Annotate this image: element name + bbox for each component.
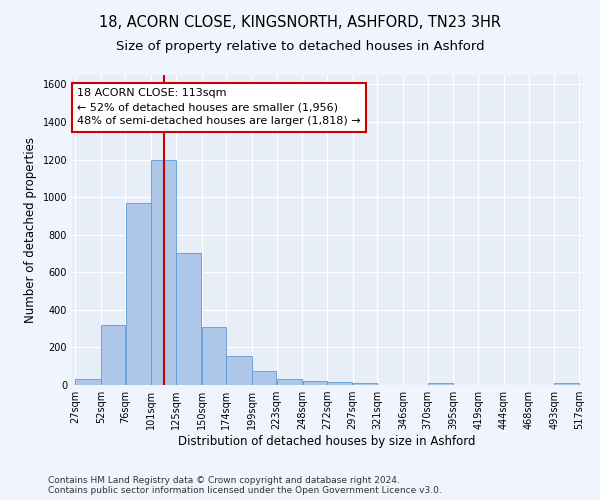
Bar <box>302 381 327 385</box>
Bar <box>176 254 201 385</box>
X-axis label: Distribution of detached houses by size in Ashford: Distribution of detached houses by size … <box>178 435 476 448</box>
Text: Size of property relative to detached houses in Ashford: Size of property relative to detached ho… <box>116 40 484 53</box>
Bar <box>101 325 125 385</box>
Bar <box>252 371 277 385</box>
Bar <box>126 203 151 385</box>
Bar <box>554 383 578 385</box>
Text: Contains HM Land Registry data © Crown copyright and database right 2024.
Contai: Contains HM Land Registry data © Crown c… <box>48 476 442 495</box>
Bar <box>428 383 453 385</box>
Y-axis label: Number of detached properties: Number of detached properties <box>24 137 37 323</box>
Bar <box>226 356 251 385</box>
Bar <box>327 382 352 385</box>
Bar <box>353 383 377 385</box>
Bar <box>76 380 101 385</box>
Bar <box>151 160 176 385</box>
Text: 18 ACORN CLOSE: 113sqm
← 52% of detached houses are smaller (1,956)
48% of semi-: 18 ACORN CLOSE: 113sqm ← 52% of detached… <box>77 88 361 126</box>
Text: 18, ACORN CLOSE, KINGSNORTH, ASHFORD, TN23 3HR: 18, ACORN CLOSE, KINGSNORTH, ASHFORD, TN… <box>99 15 501 30</box>
Bar <box>202 327 226 385</box>
Bar <box>277 380 302 385</box>
